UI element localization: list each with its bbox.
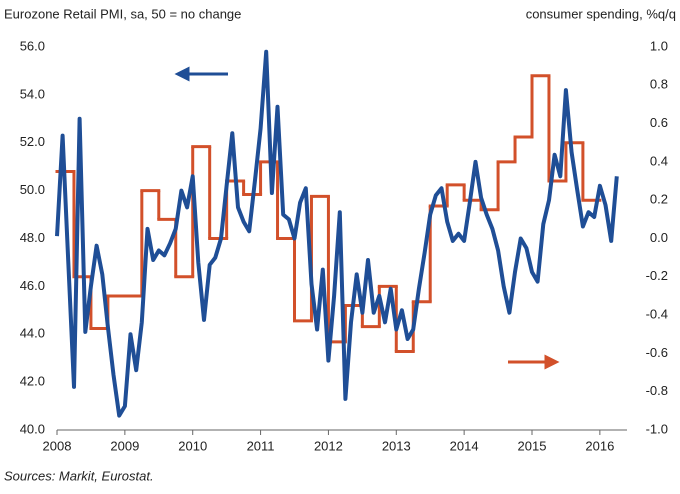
y2-axis-label: consumer spending, %q/q	[526, 6, 676, 21]
y2-tick-label: -0.2	[646, 268, 668, 283]
y-tick-label: 46.0	[20, 278, 45, 293]
y-tick-label: 56.0	[20, 38, 45, 53]
y-tick-label: 42.0	[20, 374, 45, 389]
x-tick-label: 2009	[110, 438, 139, 453]
y2-tick-label: 0.8	[650, 77, 668, 92]
x-tick-label: 2015	[518, 438, 547, 453]
y-tick-label: 52.0	[20, 134, 45, 149]
y2-tick-label: -1.0	[646, 421, 668, 436]
source: Sources: Markit, Eurostat.	[4, 468, 154, 483]
x-tick-label: 2013	[382, 438, 411, 453]
chart-title: Eurozone Retail PMI, sa, 50 = no change	[4, 6, 241, 21]
x-tick-label: 2011	[247, 438, 275, 453]
y2-tick-label: 0.2	[650, 192, 668, 207]
y2-tick-label: 0.0	[650, 230, 668, 245]
x-tick-label: 2016	[585, 438, 614, 453]
x-tick-label: 2010	[178, 438, 207, 453]
y2-tick-label: -0.4	[646, 307, 668, 322]
y2-tick-label: 0.6	[650, 115, 668, 130]
y-tick-label: 54.0	[20, 86, 45, 101]
x-tick-label: 2014	[450, 438, 479, 453]
x-tick-label: 2012	[314, 438, 343, 453]
y-tick-label: 48.0	[20, 230, 45, 245]
y-tick-label: 50.0	[20, 182, 45, 197]
y2-tick-label: 1.0	[650, 38, 668, 53]
pmi-line	[55, 49, 619, 418]
y-tick-label: 44.0	[20, 326, 45, 341]
x-tick-label: 2008	[43, 438, 72, 453]
y2-tick-label: 0.4	[650, 153, 668, 168]
y2-tick-label: -0.6	[646, 345, 668, 360]
y2-tick-label: -0.8	[646, 383, 668, 398]
y-tick-label: 40.0	[20, 421, 45, 436]
